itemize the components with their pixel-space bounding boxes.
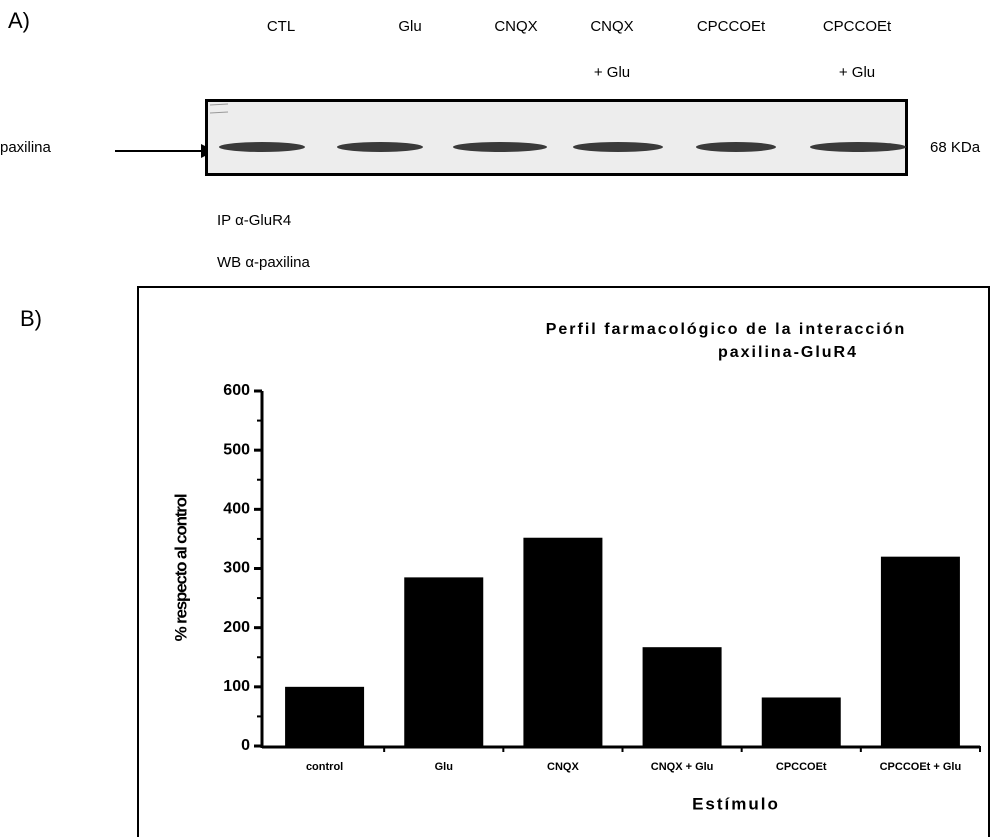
panel-label: B) (20, 306, 42, 331)
blot-band (810, 142, 906, 152)
y-axis-label: % respecto al control (171, 494, 190, 641)
panel-label: A) (8, 8, 30, 33)
bar (762, 697, 841, 746)
y-tick-label: 0 (241, 737, 250, 754)
lane-label: CPCCOEt (823, 18, 892, 35)
blot-band (573, 142, 663, 152)
blot-band (219, 142, 305, 152)
ip-label: IP α-GluR4 (217, 212, 291, 229)
x-tick-label: control (306, 761, 343, 773)
y-tick-label: 300 (223, 560, 250, 577)
x-tick-label: CPCCOEt (776, 761, 827, 773)
lane-label: CNQX (494, 18, 537, 35)
bar (523, 538, 602, 746)
chart-title: paxilina-GluR4 (718, 344, 858, 361)
lane-label: CNQX (590, 18, 633, 35)
blot-band (453, 142, 547, 152)
bar (285, 687, 364, 746)
lane-sublabel: + Glu (839, 64, 875, 81)
band-label: paxilina (0, 139, 52, 156)
bar (881, 557, 960, 746)
y-tick-label: 400 (223, 501, 250, 518)
bar (643, 647, 722, 746)
bar (404, 577, 483, 746)
x-tick-label: CNQX (547, 761, 579, 773)
blot-band (337, 142, 423, 152)
lane-label: CTL (267, 18, 295, 35)
blot-band (696, 142, 776, 152)
chart-title: Perfil farmacológico de la interacción (546, 321, 907, 338)
x-tick-label: CPCCOEt + Glu (880, 761, 962, 773)
x-axis-label: Estímulo (692, 794, 780, 813)
y-tick-label: 600 (223, 382, 250, 399)
lane-label: Glu (398, 18, 421, 35)
x-tick-label: Glu (435, 761, 453, 773)
size-label: 68 KDa (930, 139, 981, 156)
blot (207, 101, 907, 175)
figure: A) paxilina 68 KDa IP α-GluR4 WB α-paxil… (0, 0, 1001, 837)
wb-label: WB α-paxilina (217, 254, 311, 271)
y-tick-label: 200 (223, 619, 250, 636)
y-tick-label: 100 (223, 678, 250, 695)
y-tick-label: 500 (223, 441, 250, 458)
lane-label: CPCCOEt (697, 18, 766, 35)
lane-sublabel: + Glu (594, 64, 630, 81)
x-tick-label: CNQX + Glu (651, 761, 714, 773)
